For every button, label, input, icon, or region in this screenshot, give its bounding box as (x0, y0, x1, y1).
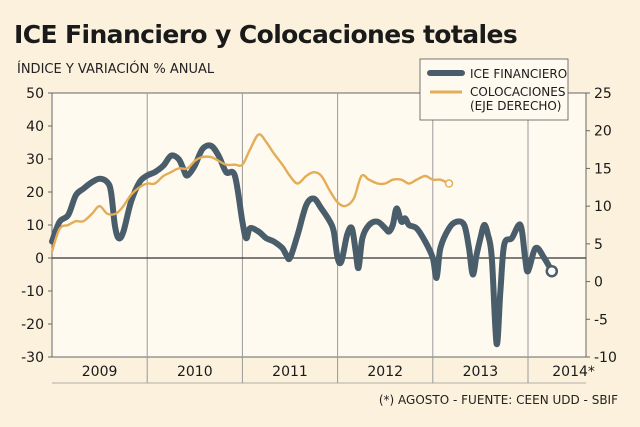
year-label: 2009 (82, 364, 118, 380)
left-tick-label: 20 (26, 185, 44, 201)
series-layer (49, 133, 559, 347)
left-tick-label: -10 (21, 284, 44, 300)
year-label: 2014* (552, 364, 595, 380)
legend-label-line: (EJE DERECHO) (470, 99, 561, 113)
right-tick-label: -10 (594, 350, 617, 366)
chart-title: ICE Financiero y Colocaciones totales (14, 20, 518, 49)
right-tick-label: -5 (594, 312, 608, 328)
series-line-ice-financiero (49, 142, 555, 347)
right-tick-label: 0 (594, 275, 603, 291)
right-tick-label: 15 (594, 161, 612, 177)
left-tick-label: 50 (26, 86, 44, 102)
plot-area (51, 92, 587, 358)
right-tick-label: 25 (594, 86, 612, 102)
x-axis: 2009 2010 2011 2012 2013 2014* (52, 364, 595, 384)
year-label: 2012 (367, 364, 403, 380)
chart-subtitle: ÍNDICE Y VARIACIÓN % ANUAL (17, 62, 215, 77)
right-axis: 25 20 15 10 5 0 -5 -10 (586, 86, 617, 366)
endpoint-marker-ice (545, 264, 559, 278)
legend-label-ice: ICE FINANCIERO (470, 67, 567, 81)
source-note: (*) AGOSTO - FUENTE: CEEN UDD - SBIF (378, 393, 618, 407)
legend-box (419, 58, 569, 121)
series-line-colocaciones (50, 133, 451, 253)
right-tick-label: 20 (594, 124, 612, 140)
year-label: 2010 (177, 364, 213, 380)
legend: ICE FINANCIERO COLOCACIONES (EJE DERECHO) (419, 58, 569, 121)
endpoint-marker-colocaciones (444, 179, 454, 188)
left-tick-label: -20 (21, 317, 44, 333)
year-label: 2011 (272, 364, 308, 380)
grid (52, 93, 586, 383)
right-tick-label: 5 (594, 237, 603, 253)
left-axis: 50 40 30 20 10 0 -10 -20 -30 (21, 86, 52, 366)
left-tick-label: 0 (35, 251, 44, 267)
left-tick-label: 30 (26, 152, 44, 168)
left-tick-label: 40 (26, 119, 44, 135)
legend-label-line: COLOCACIONES (470, 85, 565, 99)
right-tick-label: 10 (594, 199, 612, 215)
legend-label-colocaciones: COLOCACIONES (EJE DERECHO) (470, 85, 565, 113)
left-tick-label: -30 (21, 350, 44, 366)
year-label: 2013 (463, 364, 499, 380)
left-tick-label: 10 (26, 218, 44, 234)
